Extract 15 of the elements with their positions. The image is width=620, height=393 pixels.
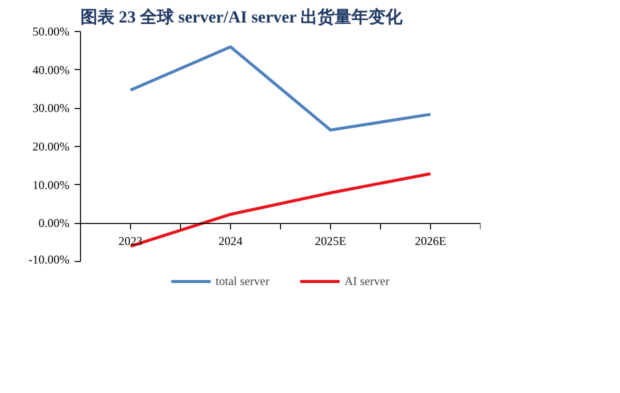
y-tick-label: 40.00% [32, 62, 70, 77]
x-tick-label: 2025E [314, 234, 346, 248]
x-tick-label: 2026E [414, 234, 446, 248]
y-tick-label: 10.00% [32, 178, 70, 192]
chart-title: 图表 23 全球 server/AI server 出货量年变化 [80, 8, 404, 26]
y-tick-label: 20.00% [32, 140, 70, 154]
x-tick-label: 2023 [118, 234, 142, 248]
legend-label: AI server [344, 274, 390, 288]
y-tick-label: -10.00% [28, 252, 70, 266]
legend-label: total server [216, 274, 270, 288]
y-tick-label: 30.00% [32, 101, 70, 116]
x-tick-label: 2024 [218, 234, 242, 248]
y-tick-label: 0.00% [38, 216, 70, 230]
line-series [129, 45, 432, 132]
y-tick-label: 50.00% [32, 24, 70, 38]
